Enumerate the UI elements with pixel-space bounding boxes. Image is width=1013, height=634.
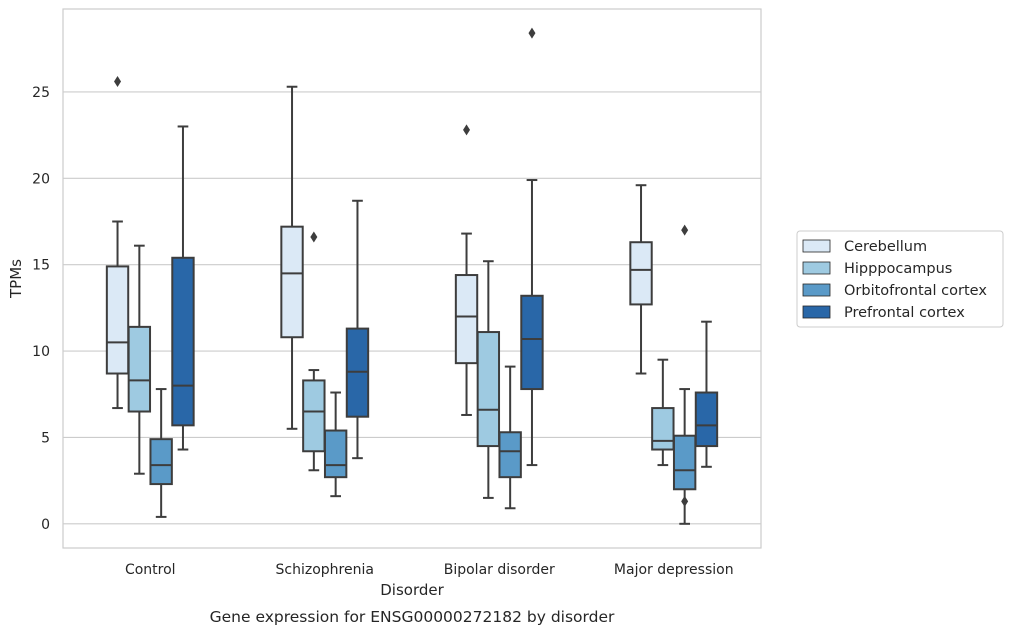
legend-swatch-0 xyxy=(802,239,831,253)
legend-swatch-1 xyxy=(802,261,831,275)
box-prefrontal-cortex-3 xyxy=(694,320,719,468)
box-body xyxy=(694,391,719,448)
y-axis-ticks: 0 5 10 15 20 25 xyxy=(32,85,50,533)
box-orbitofrontal-cortex-3 xyxy=(672,224,697,525)
legend: Cerebellum Hipppocampus Orbitofrontal cort… xyxy=(796,230,1004,328)
box-body xyxy=(629,241,653,306)
box-body xyxy=(323,429,348,479)
outlier-point-1 xyxy=(681,224,689,236)
y-tick-label-25: 25 xyxy=(32,85,50,101)
box-prefrontal-cortex-2 xyxy=(520,27,544,467)
outlier-point-0 xyxy=(528,27,536,39)
box-body xyxy=(149,438,173,486)
box-body xyxy=(672,434,697,491)
x-tick-label-0: Control xyxy=(125,562,176,578)
box-prefrontal-cortex-0 xyxy=(171,125,195,451)
x-axis-label: Disorder xyxy=(380,581,444,599)
y-tick-label-10: 10 xyxy=(32,344,50,360)
legend-entry-3: Prefrontal cortex xyxy=(844,305,965,321)
y-tick-label-0: 0 xyxy=(41,517,50,533)
box-body xyxy=(454,274,479,365)
y-tick-label-5: 5 xyxy=(41,430,50,446)
box-orbitofrontal-cortex-1 xyxy=(323,391,348,498)
box-orbitofrontal-cortex-2 xyxy=(498,365,522,510)
box-body xyxy=(105,265,130,375)
box-body xyxy=(280,225,304,339)
box-hipppocampus-3 xyxy=(651,358,675,467)
box-body xyxy=(476,331,501,448)
y-tick-label-20: 20 xyxy=(32,171,50,187)
box-body xyxy=(171,256,195,427)
box-hipppocampus-1 xyxy=(302,231,326,472)
legend-entry-1: Hipppocampus xyxy=(844,261,952,277)
box-body xyxy=(498,431,522,479)
box-hipppocampus-2 xyxy=(476,260,501,499)
plot-area-frame xyxy=(62,8,762,549)
legend-entry-0: Cerebellum xyxy=(844,239,927,255)
box-prefrontal-cortex-1 xyxy=(345,199,370,460)
box-body xyxy=(127,325,152,413)
x-tick-label-2: Bipolar disorder xyxy=(444,562,555,578)
legend-swatch-3 xyxy=(802,305,831,319)
box-cerebellum-0 xyxy=(105,76,130,410)
outlier-point-0 xyxy=(463,124,471,136)
box-hipppocampus-0 xyxy=(127,244,152,475)
box-body xyxy=(520,294,544,391)
box-cerebellum-3 xyxy=(629,184,653,375)
x-tick-label-1: Schizophrenia xyxy=(276,562,374,578)
box-orbitofrontal-cortex-0 xyxy=(149,388,173,518)
box-body xyxy=(302,379,326,453)
y-tick-label-15: 15 xyxy=(32,258,50,274)
y-axis-label: TPMs xyxy=(7,259,25,299)
outlier-point-0 xyxy=(681,495,689,507)
outlier-point-0 xyxy=(310,231,318,243)
x-axis-ticks: Control Schizophrenia Bipolar disorder Majo… xyxy=(125,562,734,578)
box-body xyxy=(651,407,675,451)
legend-frame xyxy=(796,230,1004,328)
legend-swatch-2 xyxy=(802,283,831,297)
x-tick-label-3: Major depression xyxy=(614,562,734,578)
box-cerebellum-2 xyxy=(454,124,479,416)
legend-entry-2: Orbitofrontal cortex xyxy=(844,283,987,299)
chart-caption: Gene expression for ENSG00000272182 by d… xyxy=(210,608,615,626)
box-groups xyxy=(105,27,719,525)
outlier-point-0 xyxy=(114,76,122,88)
box-cerebellum-1 xyxy=(280,85,304,430)
